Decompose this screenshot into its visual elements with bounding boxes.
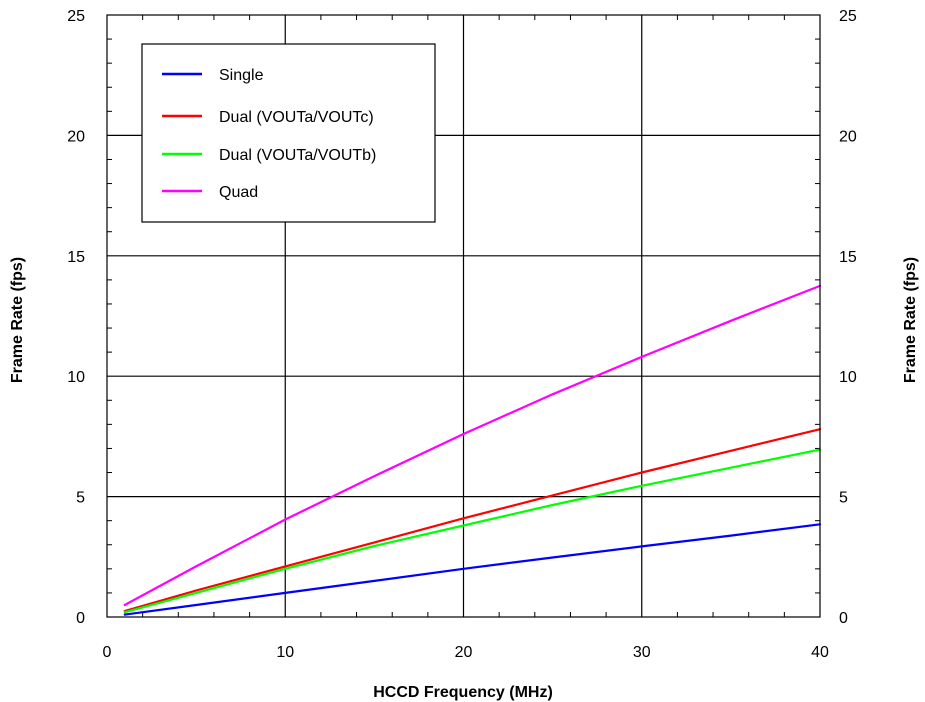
- plot-frame: [106, 14, 821, 618]
- y-axis-title-right: Frame Rate (fps): [902, 257, 919, 383]
- x-tick-label: 10: [276, 644, 294, 661]
- x-axis-title: HCCD Frequency (MHz): [373, 684, 553, 701]
- legend-label-3: Quad: [219, 184, 258, 201]
- y-tick-label-right: 10: [839, 369, 857, 386]
- y-tick-label-right: 15: [839, 249, 857, 266]
- x-tick-label: 30: [633, 644, 651, 661]
- series-line-0: [123, 523, 822, 616]
- legend-label-1: Dual (VOUTa/VOUTc): [219, 109, 374, 126]
- y-tick-label-right: 0: [839, 610, 848, 627]
- series-lines: [123, 284, 822, 616]
- y-tick-label-right: 5: [839, 490, 848, 507]
- y-tick-label-right: 20: [839, 128, 857, 145]
- y-tick-label-left: 20: [67, 128, 85, 145]
- y-tick-label-left: 10: [67, 369, 85, 386]
- y-tick-label-right: 25: [839, 8, 857, 25]
- y-tick-label-left: 15: [67, 249, 85, 266]
- minor-ticks: [107, 15, 820, 617]
- legend: Single Dual (VOUTa/VOUTc) Dual (VOUTa/VOUT…: [141, 43, 436, 223]
- x-tick-label: 20: [455, 644, 473, 661]
- series-line-2: [123, 448, 822, 614]
- x-tick-label: 40: [811, 644, 829, 661]
- legend-label-2: Dual (VOUTa/VOUTb): [219, 147, 376, 164]
- tick-labels: 0 10 20 30 40 0 5 10 15 20 25 0 5 10 15 20 25: [67, 8, 857, 661]
- legend-box: [141, 43, 436, 223]
- y-tick-label-left: 5: [76, 490, 85, 507]
- y-tick-label-left: 0: [76, 610, 85, 627]
- legend-label-0: Single: [219, 67, 264, 84]
- series-line-3: [123, 284, 822, 607]
- y-axis-title-left: Frame Rate (fps): [9, 257, 26, 383]
- series-line-1: [123, 428, 822, 613]
- y-tick-label-left: 25: [67, 8, 85, 25]
- x-tick-label: 0: [103, 644, 112, 661]
